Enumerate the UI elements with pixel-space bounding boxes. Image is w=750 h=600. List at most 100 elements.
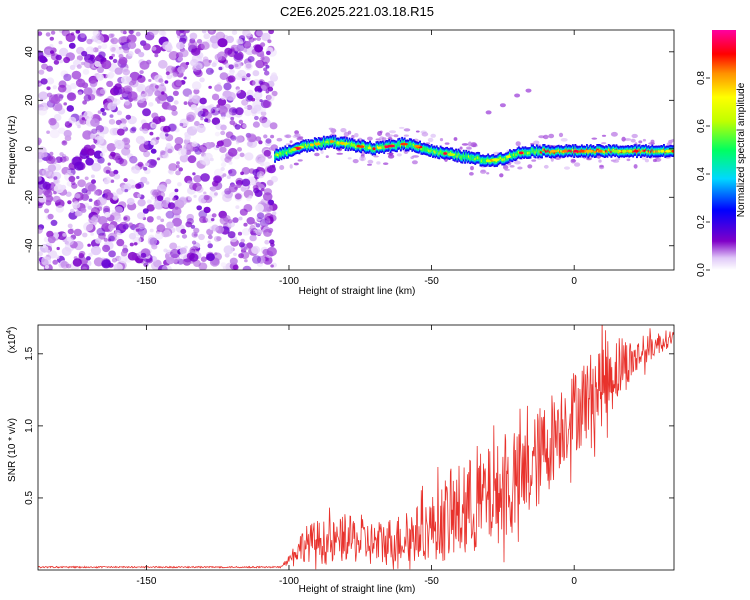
noise-blob [148, 102, 154, 107]
noise-blob [47, 235, 56, 244]
signal-cell [643, 150, 646, 153]
noise-blob [201, 30, 207, 34]
noise-blob [242, 40, 252, 49]
noise-blob [265, 138, 272, 144]
noise-blob [239, 208, 248, 216]
noise-blob [128, 30, 135, 35]
signal-cell [510, 154, 513, 158]
noise-blob [158, 78, 164, 83]
noise-blob [235, 177, 244, 185]
noise-blob [238, 119, 244, 124]
noise-blob [247, 139, 258, 149]
noise-blob [165, 142, 172, 149]
noise-blob [256, 255, 266, 264]
noise-blob [265, 90, 270, 94]
noise-blob [55, 54, 62, 61]
noise-blob [94, 34, 105, 44]
haze-blob [343, 131, 350, 137]
noise-blob [145, 162, 150, 167]
noise-blob [40, 78, 48, 85]
haze-blob [367, 159, 374, 164]
noise-blob [255, 136, 262, 142]
noise-blob [210, 218, 215, 222]
noise-blob [127, 179, 136, 188]
haze-blob [599, 164, 604, 168]
signal-cell [609, 149, 611, 152]
signal-cell [365, 147, 368, 150]
noise-blob [112, 58, 118, 64]
haze-blob [399, 126, 405, 129]
faint-trace-point [514, 93, 521, 98]
noise-blob [150, 140, 156, 146]
noise-blob [235, 135, 244, 143]
noise-blob [58, 59, 64, 64]
noise-blob [263, 161, 271, 168]
noise-blob [103, 237, 109, 242]
signal-cell [347, 144, 350, 147]
noise-blob [261, 32, 271, 42]
noise-blob [177, 66, 186, 74]
noise-blob [70, 82, 77, 90]
noise-blob [198, 210, 208, 219]
noise-blob [234, 45, 240, 51]
noise-blob [172, 217, 182, 227]
signal-cell [657, 150, 660, 153]
haze-blob [652, 158, 657, 163]
noise-blob [234, 124, 241, 130]
noise-blob [49, 36, 54, 41]
noise-blob [168, 169, 174, 175]
haze-blob [515, 141, 521, 147]
x-tick-label: 0 [571, 576, 577, 587]
signal-hotspot [387, 144, 395, 148]
signal-cell [482, 159, 484, 162]
noise-blob [266, 246, 277, 257]
noise-blob [114, 83, 122, 90]
noise-blob [208, 59, 212, 63]
noise-blob [82, 232, 88, 238]
noise-blob [161, 91, 165, 95]
noise-blob [108, 33, 114, 39]
noise-blob [118, 56, 128, 65]
noise-blob [92, 30, 100, 37]
haze-blob [527, 164, 533, 169]
haze-blob [403, 128, 411, 132]
noise-blob [150, 122, 157, 129]
snr-line-panel: -150 -100 -50 0 0.5 1.0 1.5 Height of straigh… [6, 324, 675, 595]
noise-blob [160, 218, 165, 223]
noise-blob [203, 152, 213, 162]
signal-cell [642, 149, 645, 152]
noise-blob [120, 250, 128, 257]
signal-cell [397, 143, 400, 146]
signal-hotspot [381, 145, 385, 149]
noise-blob [93, 200, 101, 207]
x-tick-label: -100 [279, 276, 299, 287]
noise-blob [45, 32, 51, 37]
haze-blob [381, 137, 387, 141]
signal-cell [306, 145, 309, 148]
noise-blob [200, 173, 210, 182]
noise-blob [236, 43, 245, 52]
noise-blob [200, 41, 210, 50]
noise-blob [175, 80, 182, 87]
noise-blob [260, 111, 267, 117]
noise-blob [103, 176, 112, 184]
signal-cell [466, 156, 469, 159]
signal-cell [516, 152, 519, 155]
signal-hotspot [350, 143, 356, 147]
signal-cell [435, 150, 438, 153]
noise-blob [91, 128, 98, 134]
signal-hotspot [443, 152, 448, 155]
noise-blob [135, 135, 145, 145]
noise-blob [83, 87, 93, 96]
signal-cell [475, 156, 478, 160]
signal-hotspot [359, 145, 365, 149]
noise-blob [90, 118, 100, 127]
signal-cell [542, 148, 545, 151]
noise-blob [263, 67, 268, 72]
noise-blob [95, 130, 100, 134]
y-tick-label: 40 [24, 46, 35, 58]
noise-blob [56, 246, 60, 251]
signal-cell [506, 157, 509, 160]
noise-blob [235, 107, 244, 116]
noise-blob [114, 139, 120, 145]
